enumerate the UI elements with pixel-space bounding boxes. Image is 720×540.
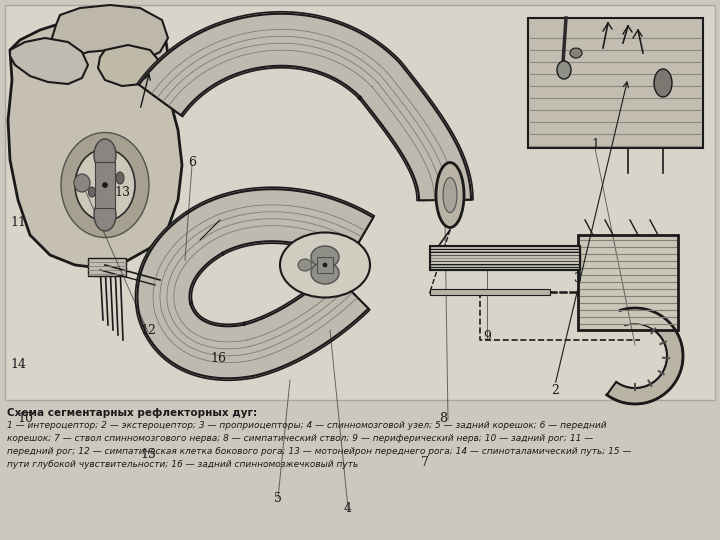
Polygon shape [148,199,368,368]
Text: 8: 8 [439,411,447,424]
Ellipse shape [89,187,96,197]
Polygon shape [139,14,471,200]
Ellipse shape [102,183,107,187]
Ellipse shape [74,174,90,192]
Ellipse shape [570,48,582,58]
Text: Схема сегментарных рефлекторных дуг:: Схема сегментарных рефлекторных дуг: [7,408,257,418]
Text: корешок; 7 — ствол спинномозгового нерва; 8 — симпатический ствол; 9 — периферич: корешок; 7 — ствол спинномозгового нерва… [7,434,593,443]
Text: 15: 15 [140,449,156,462]
Polygon shape [10,38,88,84]
Text: 12: 12 [140,323,156,336]
Ellipse shape [311,262,339,284]
Ellipse shape [116,172,124,184]
Text: 7: 7 [421,456,429,469]
Bar [95,162,115,208]
Text: 6: 6 [188,156,196,168]
Text: 11: 11 [10,215,26,228]
Polygon shape [135,187,374,380]
Bar [430,246,580,270]
Text: 14: 14 [10,359,26,372]
Polygon shape [138,12,473,200]
Ellipse shape [298,259,312,271]
Bar [88,258,126,276]
Ellipse shape [280,233,370,298]
Ellipse shape [654,69,672,97]
Bar [317,257,333,273]
Bar [430,246,580,270]
Ellipse shape [94,199,116,231]
Text: 9: 9 [483,329,491,342]
Polygon shape [159,211,362,356]
Polygon shape [52,5,168,58]
Ellipse shape [61,132,149,238]
Polygon shape [147,24,461,200]
Text: 13: 13 [114,186,130,199]
Bar [430,249,580,267]
Polygon shape [153,205,365,362]
Ellipse shape [323,263,327,267]
Polygon shape [157,36,449,200]
Text: пути глубокой чувствительности; 16 — задний спинномозжечковый путь: пути глубокой чувствительности; 16 — зад… [7,460,359,469]
Polygon shape [98,45,160,86]
Polygon shape [141,193,371,374]
Text: передний рог; 12 — симпатическая клетка бокового рога; 13 — мотонейрон переднего: передний рог; 12 — симпатическая клетка … [7,447,631,456]
Text: 16: 16 [210,352,226,365]
Ellipse shape [75,149,135,221]
Ellipse shape [557,61,571,79]
Text: 5: 5 [274,491,282,504]
Polygon shape [143,18,467,200]
Ellipse shape [436,163,464,227]
Bar [528,18,703,148]
Bar [430,289,550,295]
Bar [5,5,715,400]
Text: 1 — интероцептор; 2 — экстероцептор; 3 — проприоцепторы; 4 — спинномозговой узел: 1 — интероцептор; 2 — экстероцептор; 3 —… [7,421,607,430]
Ellipse shape [94,139,116,171]
Ellipse shape [443,178,457,213]
Polygon shape [607,308,683,404]
Polygon shape [8,15,182,268]
Ellipse shape [311,246,339,268]
Text: 4: 4 [344,502,352,515]
Bar [430,255,580,261]
Text: 2: 2 [551,383,559,396]
Text: 3: 3 [574,272,582,285]
Polygon shape [138,189,373,379]
Bar [578,235,678,330]
Text: 10: 10 [17,411,33,424]
Bar [430,252,580,264]
Polygon shape [152,30,455,200]
Text: 1: 1 [591,138,599,152]
